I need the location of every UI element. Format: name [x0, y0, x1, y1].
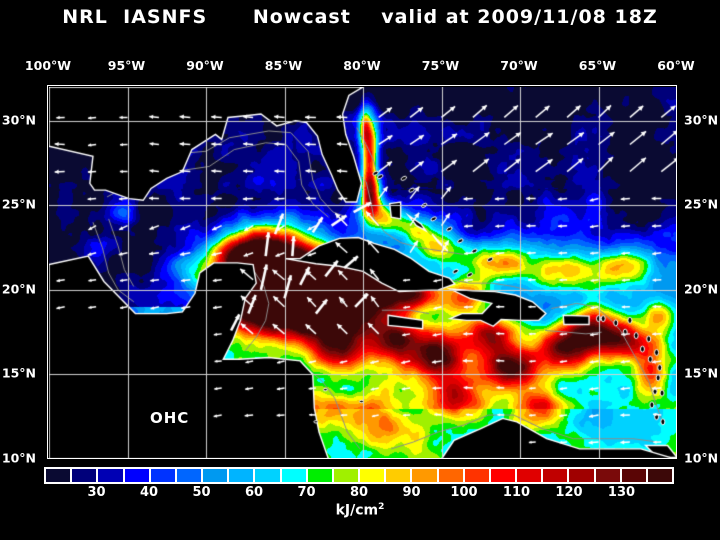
lat-tick-label-right: 25°N — [684, 196, 719, 212]
colorbar-cell — [71, 468, 98, 483]
colorbar-cell — [228, 468, 255, 483]
colorbar-cell — [306, 468, 333, 483]
lon-tick-label: 75°W — [421, 58, 460, 73]
lat-tick-label-left: 25°N — [1, 196, 36, 212]
lat-tick-label-left: 10°N — [1, 450, 36, 466]
colorbar — [44, 467, 674, 484]
colorbar-tick-label: 40 — [139, 485, 159, 500]
colorbar-cell — [489, 468, 517, 483]
colorbar-cell — [97, 468, 124, 483]
lon-tick-label: 65°W — [578, 58, 617, 73]
colorbar-cell — [254, 468, 281, 483]
colorbar-cell — [568, 468, 595, 483]
lat-tick-label-left: 15°N — [1, 365, 36, 381]
colorbar-cell — [437, 468, 464, 483]
colorbar-cell — [385, 468, 412, 483]
lat-tick-label-right: 30°N — [684, 112, 719, 128]
ohc-field-label: OHC — [150, 409, 190, 427]
lat-tick-label-left: 20°N — [1, 281, 36, 297]
colorbar-cell — [516, 468, 543, 483]
colorbar-tick-label: 90 — [402, 485, 421, 500]
colorbar-cell — [594, 468, 621, 483]
colorbar-cell — [280, 468, 307, 483]
lat-tick-label-right: 10°N — [684, 450, 719, 466]
colorbar-unit-text: kJ/cm — [335, 502, 379, 519]
colorbar-tick-label: 70 — [297, 485, 316, 500]
colorbar-ticks: 30 40 50 60 70 80 90 100 110 120 130 — [44, 485, 674, 503]
colorbar-cell — [646, 468, 674, 483]
lon-tick-label: 70°W — [500, 58, 538, 73]
colorbar-cell — [620, 468, 647, 483]
colorbar-tick-label: 130 — [607, 485, 636, 500]
colorbar-cell — [123, 468, 150, 483]
colorbar-unit-label: kJ/cm2 — [0, 502, 720, 519]
colorbar-tick-label: 80 — [349, 485, 369, 500]
colorbar-tick-label: 100 — [450, 485, 478, 500]
lon-tick-label: 90°W — [186, 58, 224, 73]
colorbar-tick-label: 30 — [87, 485, 106, 500]
lat-tick-label-right: 20°N — [684, 281, 719, 297]
ohc-heatmap-canvas — [49, 87, 676, 458]
colorbar-cell — [149, 468, 176, 483]
colorbar-cell — [202, 468, 229, 483]
lon-tick-label: 60°W — [657, 58, 695, 73]
lat-tick-label-left: 30°N — [1, 112, 36, 128]
colorbar-tick-label: 110 — [502, 485, 531, 500]
colorbar-unit-exponent: 2 — [378, 502, 385, 512]
colorbar-cell — [463, 468, 490, 483]
colorbar-tick-label: 50 — [192, 485, 211, 500]
colorbar-cell — [332, 468, 360, 483]
colorbar-tick-label: 120 — [555, 485, 583, 500]
colorbar-cell — [542, 468, 569, 483]
colorbar-tick-label: 60 — [244, 485, 264, 500]
colorbar-cell — [45, 468, 72, 483]
lon-tick-label: 80°W — [343, 58, 381, 73]
lon-tick-label: 100°W — [24, 58, 72, 73]
lat-tick-label-right: 15°N — [684, 365, 719, 381]
lon-tick-label: 95°W — [107, 58, 146, 73]
page-title: NRL IASNFS Nowcast valid at 2009/11/08 1… — [62, 6, 658, 28]
colorbar-cell — [359, 468, 386, 483]
colorbar-cell — [411, 468, 438, 483]
colorbar-cell — [175, 468, 203, 483]
lon-tick-label: 85°W — [264, 58, 303, 73]
map-panel[interactable] — [47, 85, 677, 459]
